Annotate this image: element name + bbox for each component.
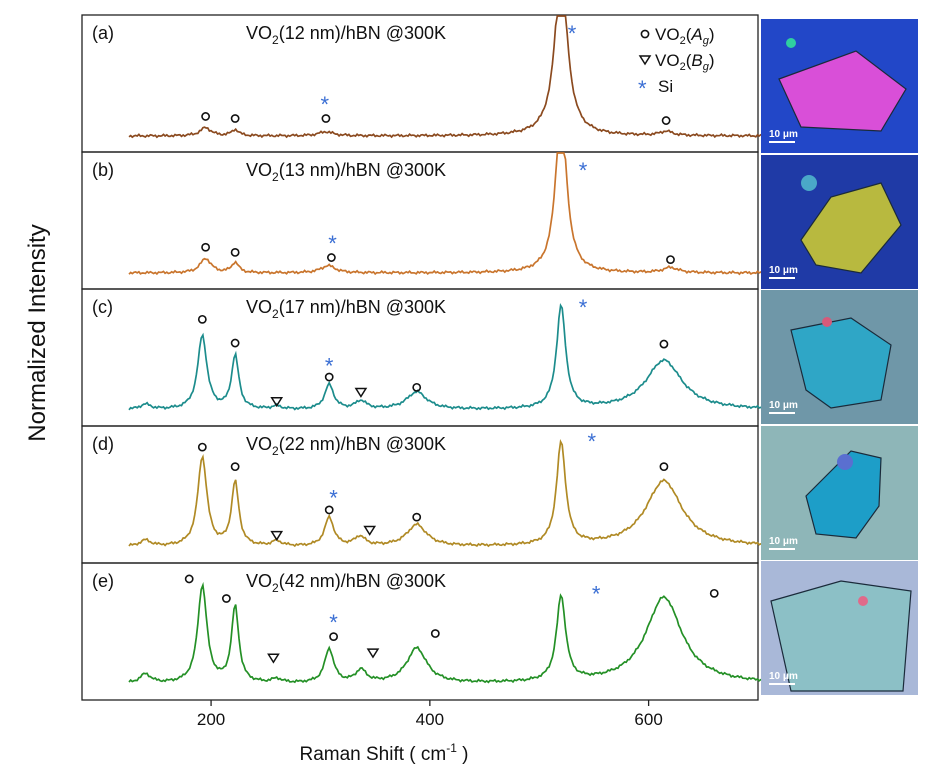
x-tick-label: 600: [634, 710, 662, 729]
scale-bar-line: [769, 412, 795, 414]
x-axis: 200 400 600: [197, 700, 663, 729]
bg-peak-marker: [270, 397, 284, 408]
ag-peak-marker: [230, 462, 240, 472]
legend-bg-label: VO2(Bg): [655, 51, 715, 73]
spectrum-line: [128, 152, 819, 276]
scale-bar-line: [769, 683, 795, 685]
panel-4: * * (d) VO2(22 nm)/hBN @300K: [81, 425, 819, 564]
ag-peak-marker: [709, 588, 719, 598]
chart-panels: * * (a) VO2(12 nm)/hBN @300K * * (b) VO2(13 nm)…: [81, 14, 819, 701]
panel-3: * * (c) VO2(17 nm)/hBN @300K: [81, 288, 819, 427]
flake-shape: [800, 175, 902, 274]
legend-ag-label: VO2(Ag): [655, 25, 715, 47]
micrograph-image: 10 μm: [761, 290, 918, 424]
panel-title: VO2(42 nm)/hBN @300K: [246, 571, 446, 595]
panel-frame: [81, 562, 759, 701]
scale-bar-line: [769, 548, 795, 550]
bg-peak-marker: [366, 648, 380, 659]
si-peak-marker: *: [587, 429, 596, 454]
ag-peak-marker: [412, 382, 422, 392]
panel-tag: (d): [92, 434, 114, 454]
panel-title: VO2(17 nm)/hBN @300K: [246, 297, 446, 321]
ag-peak-marker: [661, 116, 671, 125]
x-tick-label: 200: [197, 710, 225, 729]
flake-shape: [790, 317, 892, 409]
legend-ag-marker: [640, 29, 650, 39]
bg-peak-marker: [267, 653, 280, 664]
panel-tag: (e): [92, 571, 114, 591]
si-peak-marker: *: [321, 92, 330, 117]
micrograph-image: 10 μm: [761, 19, 918, 153]
scale-bar-label: 10 μm: [769, 265, 798, 276]
scale-bar-label: 10 μm: [769, 129, 798, 140]
si-peak-marker: *: [325, 354, 334, 379]
scale-bar: 10 μm: [769, 265, 798, 279]
ag-peak-marker: [321, 114, 331, 123]
si-peak-marker: *: [579, 158, 588, 183]
panel-5: * * (e) VO2(42 nm)/hBN @300K: [81, 562, 819, 701]
legend-si-label: Si: [658, 77, 673, 96]
micrograph-image: 10 μm: [761, 155, 918, 289]
si-peak-marker: *: [329, 610, 338, 635]
scale-bar: 10 μm: [769, 671, 798, 685]
ag-peak-marker: [659, 462, 669, 472]
ag-peak-marker: [430, 629, 440, 638]
ag-peak-marker: [412, 512, 422, 522]
scale-bar-label: 10 μm: [769, 536, 798, 547]
ag-peak-marker: [659, 339, 669, 349]
ag-peak-marker: [201, 242, 211, 252]
spectrum-line: [128, 438, 819, 548]
y-axis-label: Normalized Intensity: [24, 224, 51, 441]
bg-peak-marker: [354, 387, 368, 398]
si-peak-marker: *: [568, 21, 577, 46]
bg-peak-marker: [270, 530, 284, 542]
spectrum-line: [128, 15, 819, 139]
panel-tag: (c): [92, 297, 113, 317]
ag-peak-marker: [221, 594, 231, 603]
ag-peak-marker: [230, 247, 240, 257]
si-peak-marker: *: [579, 295, 588, 320]
ag-peak-marker: [324, 372, 334, 382]
panel-2: * * (b) VO2(13 nm)/hBN @300K: [81, 151, 819, 290]
si-peak-marker: *: [592, 581, 601, 606]
si-peak-marker: *: [328, 231, 337, 256]
spectrum-line: [128, 302, 819, 412]
ag-peak-marker: [329, 632, 338, 642]
flake-shape: [778, 38, 907, 132]
scale-bar-label: 10 μm: [769, 671, 798, 682]
x-tick-label: 400: [416, 710, 444, 729]
scale-bar: 10 μm: [769, 536, 798, 550]
scale-bar-label: 10 μm: [769, 400, 798, 411]
panel-tag: (a): [92, 23, 114, 43]
x-axis-label: Raman Shift ( cm-1 ): [299, 741, 468, 765]
flake-shape: [805, 450, 882, 539]
ag-peak-marker: [184, 574, 194, 584]
legend-bg-marker: [638, 55, 652, 66]
legend-si-marker: *: [638, 76, 647, 101]
ag-peak-marker: [230, 114, 240, 123]
ag-peak-marker: [324, 505, 334, 515]
panel-title: VO2(22 nm)/hBN @300K: [246, 434, 446, 458]
ag-peak-marker: [201, 112, 211, 121]
flake-shape: [770, 580, 912, 692]
panel-title: VO2(12 nm)/hBN @300K: [246, 23, 446, 47]
ag-peak-marker: [666, 255, 675, 265]
scale-bar-line: [769, 141, 795, 143]
ag-peak-marker: [197, 442, 207, 452]
scale-bar-line: [769, 277, 795, 279]
si-peak-marker: *: [329, 486, 338, 511]
micrograph-image: 10 μm: [761, 561, 918, 695]
ag-peak-marker: [326, 253, 336, 262]
scale-bar: 10 μm: [769, 129, 798, 143]
ag-peak-marker: [197, 314, 207, 324]
spectrum-line: [128, 581, 819, 685]
panel-title: VO2(13 nm)/hBN @300K: [246, 160, 446, 184]
panel-tag: (b): [92, 160, 114, 180]
scale-bar: 10 μm: [769, 400, 798, 414]
micrograph-image: 10 μm: [761, 426, 918, 560]
legend: VO2(Ag) VO2(Bg) * Si: [638, 25, 715, 101]
ag-peak-marker: [230, 338, 240, 348]
bg-peak-marker: [363, 525, 377, 536]
